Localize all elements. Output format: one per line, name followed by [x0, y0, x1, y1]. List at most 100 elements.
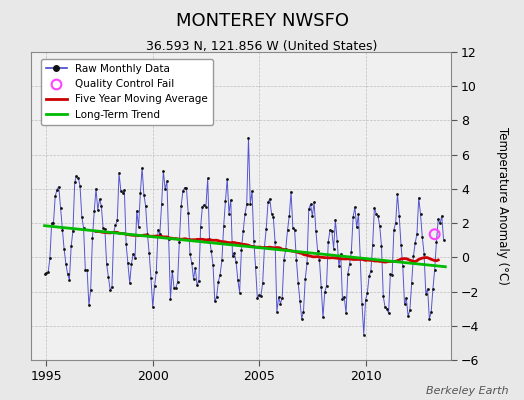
- Point: [191, 264, 200, 271]
- Point: [342, 310, 350, 316]
- Point: [203, 175, 212, 181]
- Point: [140, 192, 148, 198]
- Point: [49, 220, 58, 227]
- Point: [406, 307, 414, 314]
- Point: [120, 187, 128, 193]
- Point: [335, 263, 343, 270]
- Point: [46, 255, 54, 262]
- Point: [76, 183, 84, 189]
- Point: [347, 248, 356, 255]
- Point: [51, 193, 59, 200]
- Point: [175, 239, 183, 245]
- Point: [202, 203, 210, 210]
- Point: [94, 207, 102, 213]
- Point: [170, 285, 178, 291]
- Point: [319, 314, 327, 320]
- Point: [179, 188, 187, 194]
- Point: [253, 295, 261, 301]
- Point: [244, 134, 253, 141]
- Point: [220, 223, 228, 230]
- Point: [69, 227, 77, 234]
- Point: [353, 224, 361, 230]
- Point: [237, 247, 246, 253]
- Point: [214, 278, 223, 285]
- Point: [150, 283, 159, 290]
- Point: [159, 168, 168, 174]
- Point: [85, 302, 93, 309]
- Point: [399, 263, 407, 269]
- Point: [294, 280, 302, 286]
- Point: [106, 287, 114, 293]
- Point: [379, 293, 387, 299]
- Point: [383, 306, 391, 312]
- Point: [376, 223, 384, 229]
- Point: [272, 308, 281, 315]
- Point: [194, 278, 203, 284]
- Point: [409, 253, 418, 260]
- Point: [88, 235, 96, 241]
- Point: [95, 196, 104, 202]
- Point: [372, 210, 380, 217]
- Point: [81, 267, 90, 274]
- Point: [367, 268, 375, 274]
- Point: [362, 297, 370, 304]
- Point: [173, 279, 182, 285]
- Point: [370, 204, 378, 211]
- Point: [228, 253, 237, 260]
- Point: [161, 186, 169, 192]
- Point: [101, 226, 109, 232]
- Point: [42, 270, 50, 276]
- Point: [363, 290, 372, 296]
- Point: [108, 284, 116, 290]
- Point: [280, 256, 288, 263]
- Point: [287, 188, 295, 195]
- Point: [269, 214, 278, 220]
- Point: [111, 222, 119, 228]
- Point: [423, 286, 432, 292]
- Point: [189, 276, 198, 282]
- Point: [315, 257, 324, 263]
- Point: [252, 264, 260, 271]
- Point: [340, 294, 348, 300]
- Point: [234, 277, 242, 284]
- Point: [60, 246, 68, 252]
- Point: [358, 301, 366, 307]
- Text: MONTEREY NWSFO: MONTEREY NWSFO: [176, 12, 348, 30]
- Point: [281, 246, 290, 252]
- Point: [414, 195, 423, 201]
- Point: [391, 220, 400, 226]
- Point: [313, 248, 322, 254]
- Point: [83, 267, 91, 273]
- Point: [122, 241, 130, 248]
- Point: [301, 276, 310, 282]
- Point: [416, 211, 424, 217]
- Point: [180, 184, 189, 191]
- Point: [271, 239, 279, 245]
- Point: [125, 280, 134, 286]
- Point: [257, 293, 265, 299]
- Point: [90, 208, 99, 215]
- Point: [40, 271, 49, 277]
- Point: [115, 170, 123, 176]
- Point: [165, 236, 173, 242]
- Point: [221, 198, 230, 204]
- Point: [351, 204, 359, 210]
- Point: [147, 275, 155, 281]
- Point: [97, 202, 105, 209]
- Point: [217, 257, 226, 264]
- Point: [418, 234, 427, 240]
- Point: [211, 298, 219, 304]
- Point: [225, 210, 233, 217]
- Point: [57, 205, 65, 211]
- Point: [276, 300, 285, 307]
- Point: [436, 220, 444, 227]
- Point: [422, 290, 430, 297]
- Point: [154, 226, 162, 233]
- Point: [339, 296, 347, 302]
- Point: [395, 213, 403, 219]
- Point: [212, 294, 221, 300]
- Point: [262, 226, 270, 232]
- Point: [99, 225, 107, 231]
- Point: [322, 282, 331, 289]
- Point: [129, 251, 137, 257]
